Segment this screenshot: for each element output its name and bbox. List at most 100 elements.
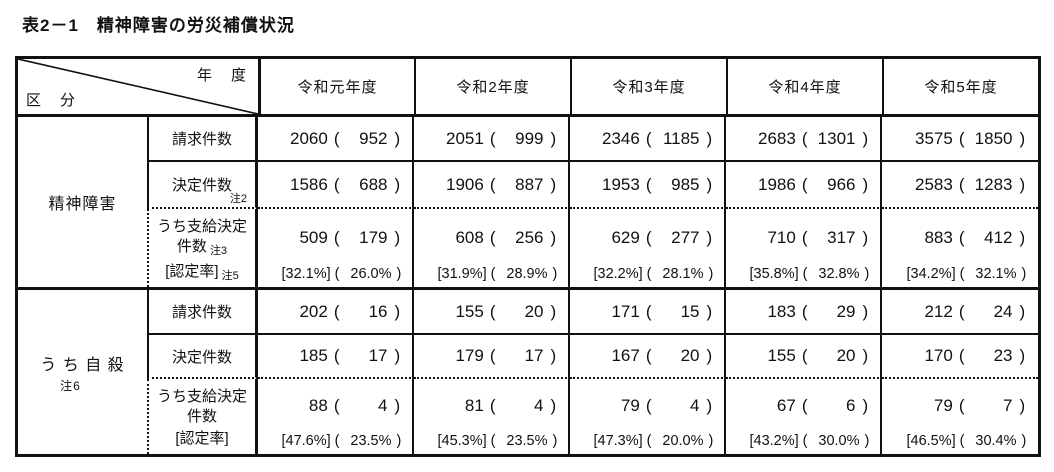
group-mental-disorder: 精神障害 請求件数 2060(952) 2051(999) 2346(1185) 2683… — [18, 117, 1038, 290]
paren-open: ( — [489, 174, 496, 194]
paren-open: ( — [802, 433, 808, 449]
value-main: 2060 — [290, 128, 328, 148]
value-line: [43.2%](30.0%) — [726, 433, 880, 449]
row-label: うち支給決定 件数 注3 — [156, 217, 247, 257]
paren-close: ) — [550, 227, 557, 247]
value-in-paren: 412 — [984, 227, 1013, 247]
value-in-paren: 32.1% — [975, 266, 1017, 282]
paren-close: ) — [708, 433, 714, 449]
rate-row-label: [認定率] — [175, 427, 228, 448]
paren-close: ) — [1019, 301, 1026, 321]
paren-open: ( — [958, 128, 965, 148]
value-main: 171 — [611, 301, 640, 321]
value-line: 710(317) — [726, 228, 880, 248]
data-cell: 67(6) [43.2%](30.0%) — [726, 379, 882, 454]
value-main: 81 — [464, 396, 484, 415]
paren-close: ) — [394, 396, 401, 415]
year-header-cell: 令和5年度 — [882, 59, 1038, 114]
data-cell: 1906(887) — [414, 162, 570, 209]
paren-open: ( — [958, 301, 965, 321]
value-line: [45.3%](23.5%) — [414, 433, 568, 449]
value-line: [34.2%](32.1%) — [882, 266, 1038, 282]
value-main: 2346 — [602, 128, 640, 148]
value-main: [47.3%] — [593, 433, 643, 449]
value-main: [32.2%] — [593, 266, 643, 282]
data-cell: 185 (17) — [258, 335, 414, 379]
data-cell: 1986(966) — [726, 162, 882, 209]
paren-close: ) — [708, 266, 714, 282]
value-main: 1986 — [758, 174, 796, 194]
paren-open: ( — [645, 396, 652, 415]
paren-open: ( — [334, 433, 340, 449]
value-line: 2060(952) — [270, 129, 400, 149]
value-in-paren: 4 — [378, 396, 388, 415]
value-main: 2051 — [446, 128, 484, 148]
value-in-paren: 999 — [515, 128, 544, 148]
paren-open: ( — [959, 266, 965, 282]
value-line: 608(256) — [414, 228, 568, 248]
value-line: [31.9%](28.9%) — [414, 266, 568, 282]
rate-row-label: [認定率] 注5 — [165, 260, 239, 282]
value-in-paren: 20 — [680, 346, 700, 365]
labor-compensation-table: 年 度 区 分 令和元年度 令和2年度 令和3年度 令和4年度 令和5年度 精神障害 請求… — [15, 56, 1041, 457]
year-header-cell: 令和3年度 — [570, 59, 726, 114]
data-cell: 1586(688) — [258, 162, 414, 209]
value-line: 1906(887) — [426, 175, 556, 195]
value-main: [46.5%] — [906, 433, 956, 449]
paren-open: ( — [958, 346, 965, 365]
row-label-line1: うち支給決定 — [156, 218, 247, 235]
value-line: 3575(1850) — [895, 129, 1025, 149]
value-main: [47.6%] — [281, 433, 331, 449]
value-line: [47.3%](20.0%) — [570, 433, 724, 449]
paren-open: ( — [801, 396, 808, 415]
paren-open: ( — [489, 128, 496, 148]
paren-close: ) — [862, 396, 869, 415]
note-ref: 注5 — [221, 270, 239, 282]
paren-open: ( — [801, 346, 808, 365]
value-main: 79 — [933, 396, 953, 415]
paren-close: ) — [1019, 396, 1026, 415]
value-line: [32.1%](26.0%) — [258, 266, 412, 282]
value-main: 629 — [611, 227, 640, 247]
paren-close: ) — [706, 174, 713, 194]
value-line: 79 (4) — [570, 396, 724, 416]
data-cell: 88(4) [47.6%](23.5%) — [258, 379, 414, 454]
data-cell: 79(4) [47.3%](20.0%) — [570, 379, 726, 454]
paren-open: ( — [801, 301, 808, 321]
value-in-paren: 179 — [359, 227, 388, 247]
paren-close: ) — [706, 301, 713, 321]
paren-close: ) — [1019, 128, 1026, 148]
data-cell: 79(7) [46.5%](30.4%) — [882, 379, 1038, 454]
rate-label-text: [認定率] — [165, 263, 219, 280]
axis-label-year: 年 度 — [196, 67, 248, 84]
paren-open: ( — [333, 227, 340, 247]
data-cell: 629(277) [32.2%](28.1%) — [570, 209, 726, 287]
value-line: 88 (4) — [258, 396, 412, 416]
axis-label-category: 区 分 — [26, 92, 78, 109]
value-line: 1986(966) — [738, 175, 868, 195]
value-in-paren: 17 — [368, 346, 388, 365]
paren-open: ( — [490, 266, 496, 282]
year-header-cell: 令和4年度 — [726, 59, 882, 114]
paren-close: ) — [864, 266, 870, 282]
value-in-paren: 1185 — [662, 128, 700, 148]
value-main: 183 — [767, 301, 796, 321]
value-line: 2346(1185) — [582, 129, 712, 149]
value-in-paren: 26.0% — [350, 266, 392, 282]
value-main: [34.2%] — [906, 266, 956, 282]
row-label: 請求件数 — [171, 304, 232, 321]
paren-open: ( — [333, 301, 340, 321]
row-label: 決定件数 — [171, 177, 232, 194]
data-cell: 3575(1850) — [882, 117, 1038, 162]
data-cell: 1953(985) — [570, 162, 726, 209]
paren-close: ) — [550, 346, 557, 365]
value-main: 710 — [767, 227, 796, 247]
paren-open: ( — [489, 396, 496, 415]
group-label: 精神障害 — [48, 196, 117, 213]
paren-open: ( — [645, 227, 652, 247]
data-cell: 212(24) — [882, 290, 1038, 335]
paren-open: ( — [333, 128, 340, 148]
value-line: 155(20) — [426, 302, 556, 322]
value-main: 202 — [299, 301, 328, 321]
value-in-paren: 28.1% — [662, 266, 704, 282]
